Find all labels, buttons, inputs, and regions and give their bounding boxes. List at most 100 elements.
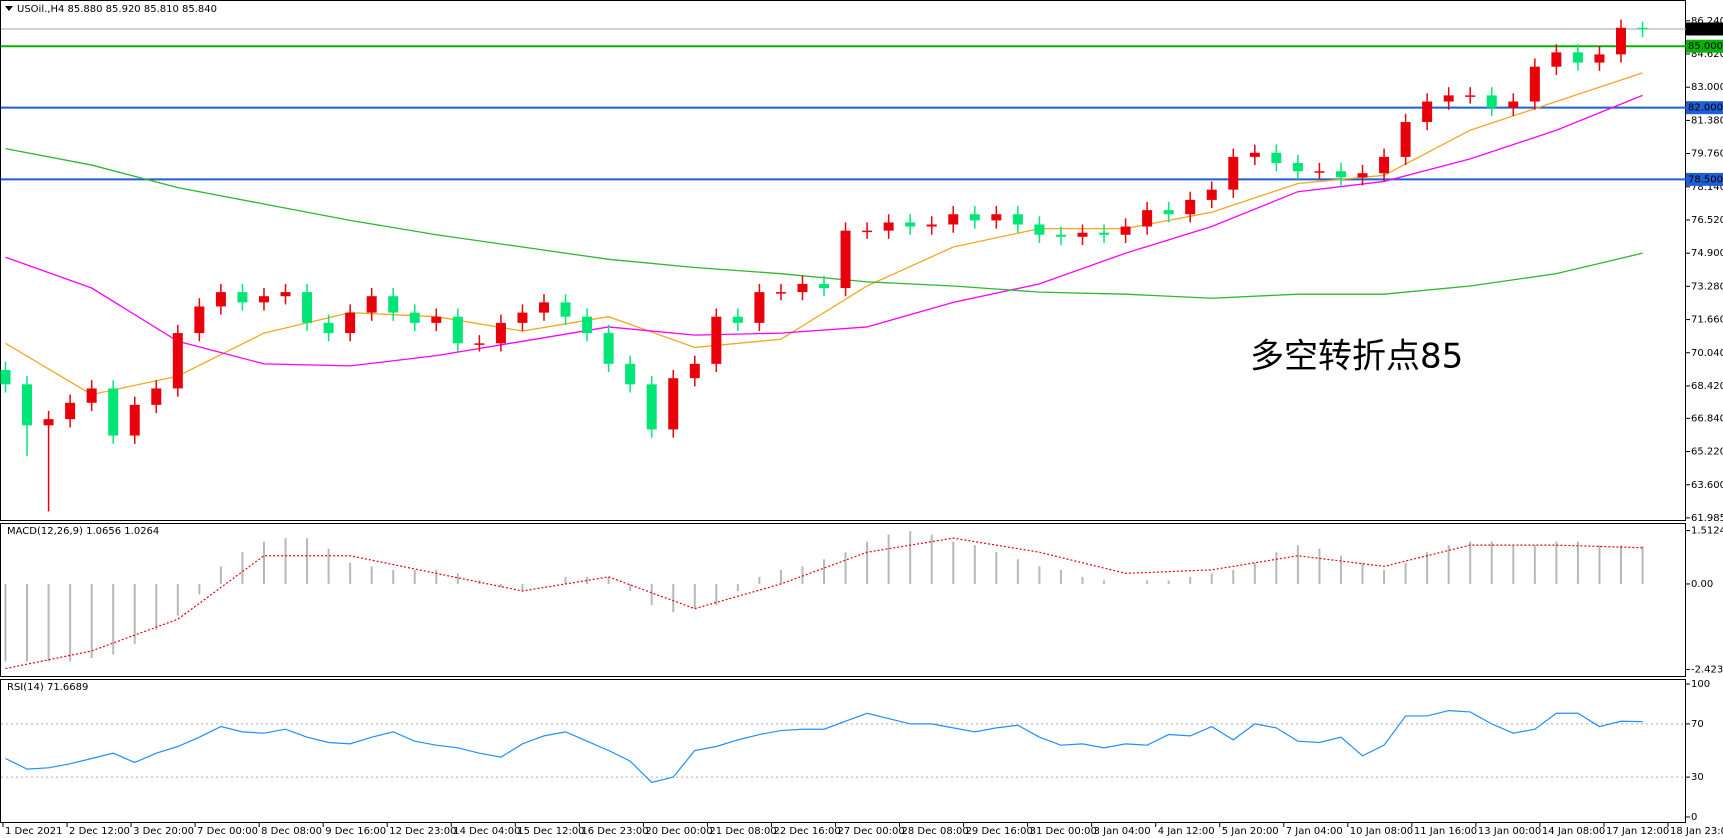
- level-box: [1686, 101, 1723, 115]
- macd-signal: [5, 537, 1643, 670]
- candle-body: [1443, 95, 1454, 102]
- candle-body: [754, 292, 765, 323]
- candle-body: [797, 283, 808, 293]
- x-tick-label: 29 Dec 16:00: [966, 826, 1033, 837]
- y-tick-label: 30: [1691, 772, 1704, 783]
- level-box: [1686, 172, 1723, 186]
- candle-body: [1400, 122, 1411, 157]
- candle-body: [129, 404, 140, 436]
- candle-body: [43, 419, 54, 426]
- y-tick-label: 63.600: [1691, 480, 1723, 491]
- y-tick-label: 1.5124: [1691, 526, 1723, 537]
- x-tick-label: 3 Jan 04:00: [1094, 826, 1151, 837]
- y-tick-label: 86.240: [1691, 16, 1723, 27]
- candle-body: [1314, 171, 1325, 173]
- x-tick-label: 16 Dec 23:00: [581, 826, 648, 837]
- y-tick-label: 100: [1691, 679, 1710, 690]
- level-label: 85.000: [1688, 41, 1723, 52]
- candle-body: [1379, 156, 1390, 174]
- candle-body: [689, 363, 700, 379]
- candle-body: [215, 292, 226, 307]
- candle-body: [1120, 226, 1131, 235]
- candle-body: [905, 222, 916, 227]
- rsi-panel: [0, 679, 1686, 823]
- candle-body: [409, 312, 420, 323]
- candle-body: [258, 296, 269, 303]
- candle-body: [1529, 66, 1540, 102]
- candle-body: [1357, 173, 1368, 178]
- y-tick-label: 81.380: [1691, 115, 1723, 126]
- candle-body: [1594, 54, 1605, 63]
- x-tick-label: 21 Dec 08:00: [709, 826, 776, 837]
- macd-title: MACD(12,26,9) 1.0656 1.0264: [7, 526, 159, 537]
- candle-body: [237, 292, 248, 303]
- macd-panel: [0, 523, 1686, 677]
- candle-body: [0, 369, 11, 385]
- candle-body: [969, 214, 980, 221]
- x-tick-label: 2 Dec 12:00: [69, 826, 130, 837]
- candle-body: [1572, 52, 1583, 63]
- x-tick-label: 31 Dec 00:00: [1030, 826, 1097, 837]
- candle-body: [1465, 95, 1476, 97]
- candle-body: [991, 214, 1002, 221]
- level-label: 78.500: [1688, 174, 1723, 185]
- candle-body: [1335, 171, 1346, 178]
- y-tick-label: 73.280: [1691, 281, 1723, 292]
- x-tick-label: 14 Jan 08:00: [1542, 826, 1605, 837]
- symbol-menu-arrow: [5, 6, 13, 11]
- x-tick-label: 13 Jan 00:00: [1478, 826, 1541, 837]
- candle-body: [1077, 232, 1088, 237]
- y-tick-label: -2.4234: [1691, 664, 1723, 675]
- x-tick-label: 7 Dec 00:00: [197, 826, 258, 837]
- candle-body: [452, 316, 463, 344]
- candle-body: [926, 224, 937, 227]
- candle-body: [1012, 214, 1023, 225]
- candle-body: [948, 214, 959, 225]
- x-tick-label: 3 Dec 20:00: [133, 826, 194, 837]
- candle-body: [151, 388, 162, 405]
- candle-body: [1486, 95, 1497, 108]
- candle-body: [625, 363, 636, 385]
- candle-body: [388, 296, 399, 313]
- y-tick-label: 84.620: [1691, 49, 1723, 60]
- y-tick-label: 83.000: [1691, 82, 1723, 93]
- x-tick-label: 4 Jan 12:00: [1158, 826, 1215, 837]
- x-tick-label: 28 Dec 08:00: [902, 826, 969, 837]
- x-tick-label: 18 Jan 23:00: [1670, 826, 1723, 837]
- candle-body: [1142, 210, 1153, 227]
- candle-body: [840, 230, 851, 289]
- level-box: [1686, 39, 1723, 53]
- candle-body: [646, 384, 657, 430]
- candle-body: [560, 302, 571, 317]
- candle-body: [1637, 27, 1648, 30]
- x-tick-label: 10 Jan 08:00: [1350, 826, 1413, 837]
- candle-body: [194, 306, 205, 334]
- candle-body: [280, 292, 291, 297]
- candle-body: [775, 292, 786, 294]
- moving-average: [5, 72, 1643, 396]
- y-tick-label: 68.420: [1691, 381, 1723, 392]
- candle-body: [603, 333, 614, 364]
- x-tick-label: 8 Dec 08:00: [261, 826, 322, 837]
- candle-body: [1249, 152, 1260, 157]
- current-price-box: [1686, 22, 1723, 36]
- candle-body: [345, 312, 356, 334]
- x-tick-label: 7 Jan 04:00: [1286, 826, 1343, 837]
- candle-body: [1508, 101, 1519, 108]
- x-tick-label: 5 Jan 20:00: [1222, 826, 1279, 837]
- x-tick-label: 9 Dec 16:00: [325, 826, 386, 837]
- candle-body: [1163, 210, 1174, 215]
- y-tick-label: 71.660: [1691, 315, 1723, 326]
- y-tick-label: 66.840: [1691, 413, 1723, 424]
- y-tick-label: 70.040: [1691, 348, 1723, 359]
- y-tick-label: 74.900: [1691, 248, 1723, 259]
- candle-body: [431, 316, 442, 323]
- candle-body: [1422, 101, 1433, 123]
- candle-body: [1616, 27, 1626, 55]
- y-tick-label: 61.985: [1691, 513, 1723, 524]
- candle-body: [366, 296, 377, 313]
- candle-body: [582, 316, 593, 334]
- y-tick-label: 0: [1691, 812, 1697, 823]
